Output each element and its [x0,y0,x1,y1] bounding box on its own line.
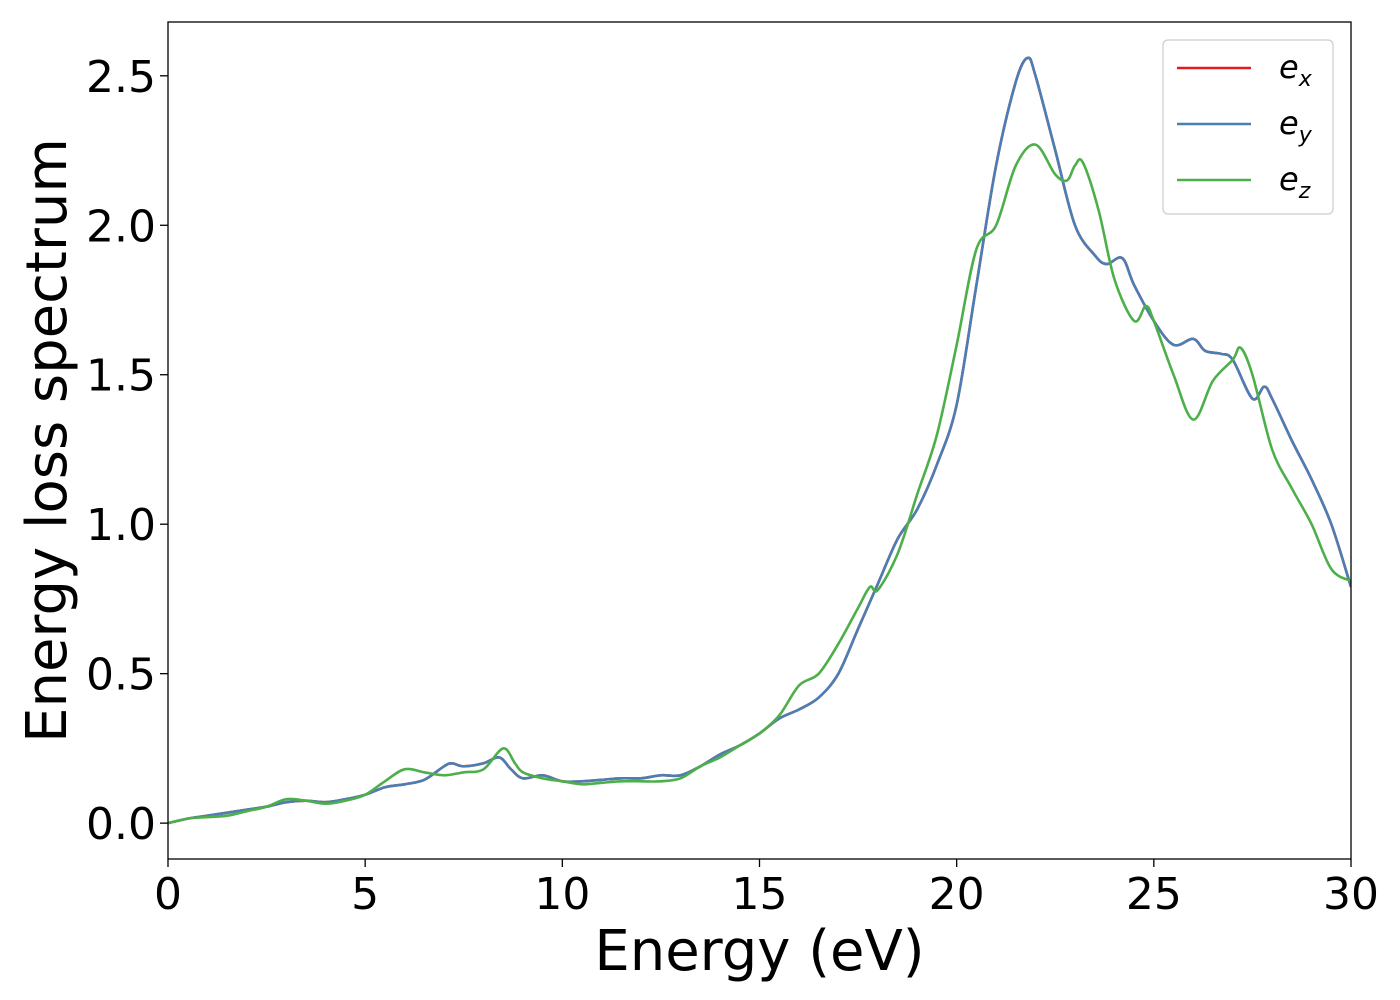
y-tick-label: 2.5 [86,52,156,103]
x-tick-label: 0 [154,869,182,920]
y-tick-label: 1.0 [86,500,156,551]
legend-box [1162,39,1334,215]
x-tick-label: 15 [732,869,788,920]
legend-label-z: ez [1279,160,1311,204]
y-tick-label: 0.5 [86,650,156,701]
series-line-z [168,143,1351,825]
series-layer [168,56,1351,825]
x-tick-label: 25 [1126,869,1182,920]
x-tick-label: 30 [1323,869,1379,920]
legend-label-x: ex [1279,48,1313,92]
x-axis-title: Energy (eV) [594,919,924,984]
y-tick-label: 2.0 [86,201,156,252]
y-tick-label: 0.0 [86,799,156,850]
y-tick-label: 1.5 [86,351,156,402]
x-tick-label: 5 [351,869,379,920]
y-axis-title: Energy loss spectrum [15,138,80,743]
ticks-layer: 0 5 10 15 20 25 30 0.0 0.5 1.0 1.5 2.0 2.5 [86,52,1379,920]
legend-label-y: ey [1279,104,1313,148]
series-line-y [168,56,1351,825]
x-tick-label: 20 [929,869,985,920]
x-tick-label: 10 [534,869,590,920]
legend: ex ey ez [1162,39,1334,215]
